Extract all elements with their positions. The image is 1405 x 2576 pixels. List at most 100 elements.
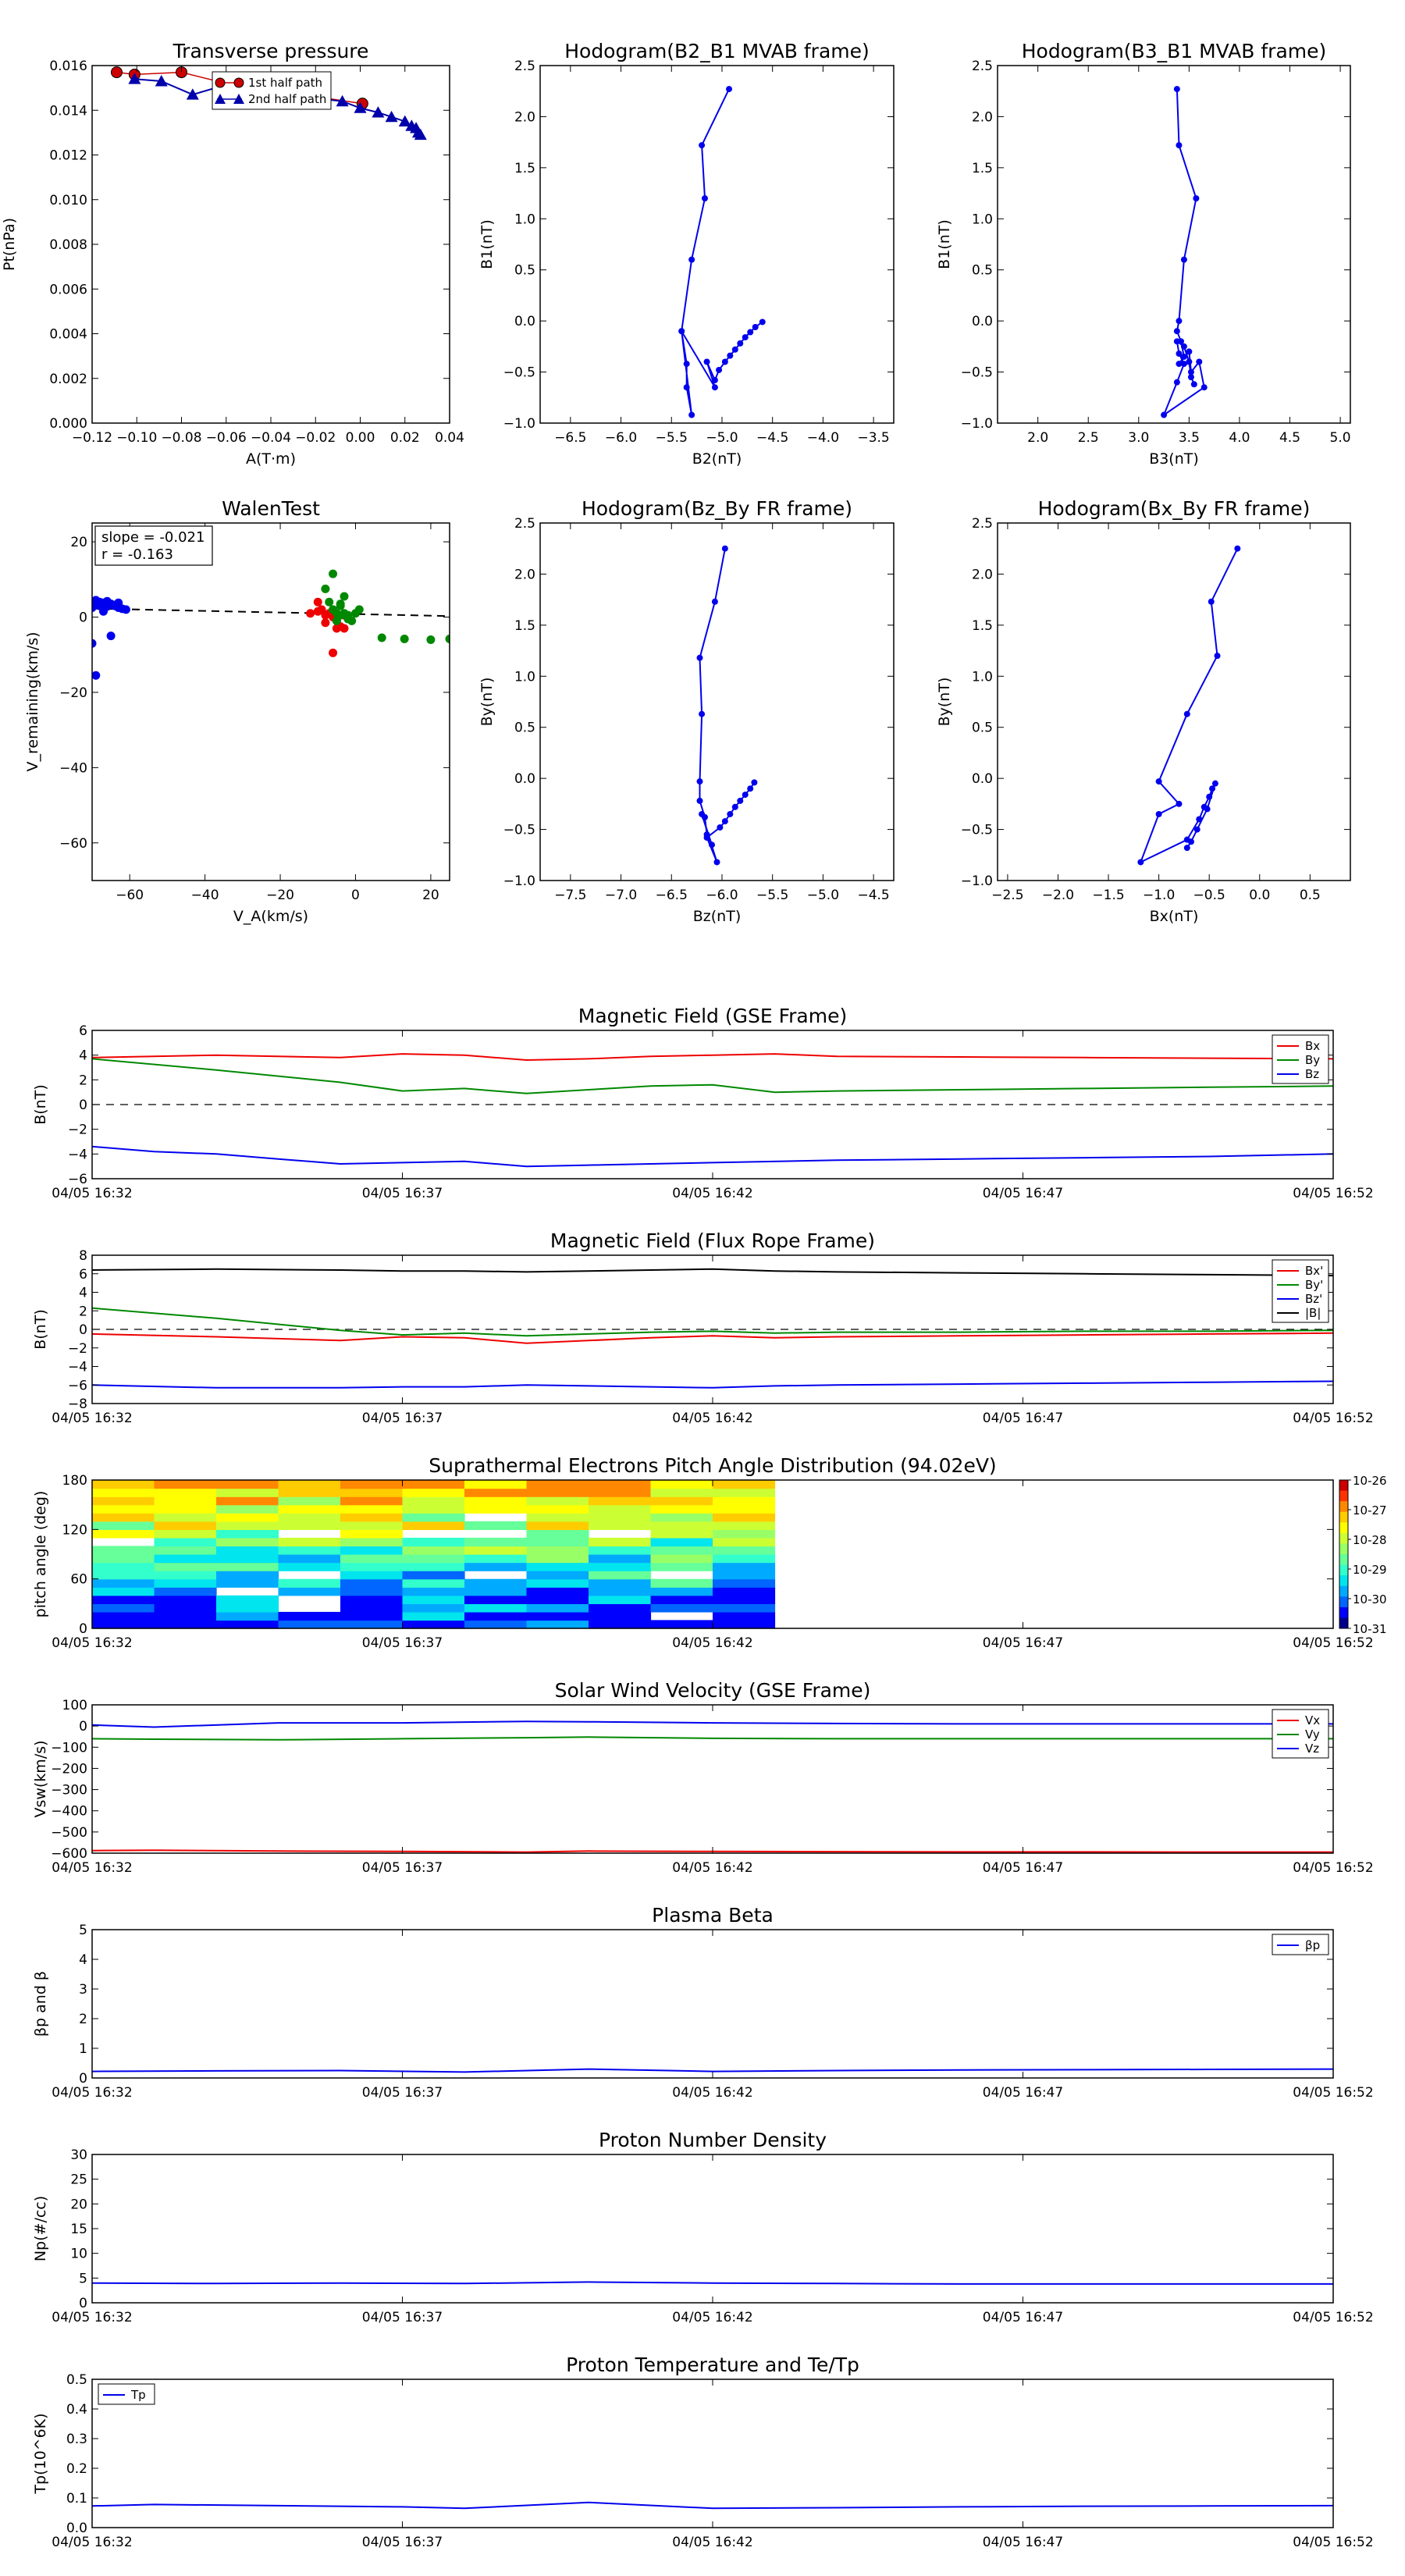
legend-label: |B|	[1305, 1306, 1321, 1320]
plot-frame	[91, 2154, 1334, 2304]
heatmap-cell	[589, 1513, 652, 1522]
plot-frame	[539, 65, 895, 424]
x-tick-label: 20	[422, 888, 439, 903]
heatmap-cell	[650, 1546, 713, 1555]
x-tick-label: 0.0	[1249, 888, 1270, 903]
heatmap-cell	[713, 1620, 776, 1629]
y-axis-label: Tp(10^6K)	[32, 2413, 49, 2494]
heatmap-cell	[713, 1513, 776, 1522]
heatmap-cell	[650, 1554, 713, 1564]
y-tick-label: 0.0	[514, 314, 535, 329]
plot-area	[92, 2281, 1333, 2285]
legend-label: Bx	[1305, 1039, 1320, 1053]
data-point	[717, 824, 724, 831]
data-point	[1180, 256, 1187, 263]
y-tick-label: 3	[79, 1982, 87, 1998]
time-tick-label: 04/05 16:47	[983, 1186, 1063, 1201]
legend-label: βp	[1305, 1938, 1320, 1952]
x-axis-label: B2(nT)	[692, 450, 742, 468]
heatmap-cell	[713, 1571, 776, 1580]
data-point	[1209, 785, 1216, 792]
data-point	[121, 605, 130, 614]
heatmap-cell	[713, 1578, 776, 1588]
heatmap-cell	[713, 1611, 776, 1621]
x-tick-label: 0.00	[346, 430, 375, 446]
data-point	[711, 384, 718, 391]
data-point	[1180, 343, 1187, 350]
y-tick-label: 100	[62, 1698, 87, 1713]
y-tick-label: −1.0	[503, 416, 535, 432]
heatmap-cell	[92, 1578, 155, 1588]
data-point	[731, 346, 738, 353]
heatmap-cell	[154, 1529, 217, 1539]
y-tick-label: 4	[79, 1048, 87, 1064]
time-tick-label: 04/05 16:32	[52, 2085, 132, 2101]
heatmap-cell	[92, 1480, 155, 1489]
heatmap-cell	[278, 1480, 341, 1489]
data-point	[713, 859, 720, 866]
heatmap-cell	[278, 1587, 341, 1596]
y-tick-label: 0.0	[972, 314, 993, 329]
heatmap-cell	[589, 1571, 652, 1580]
x-axis-label: Bz(nT)	[693, 908, 741, 925]
heatmap-cell	[92, 1504, 155, 1514]
heatmap-cell	[216, 1488, 279, 1497]
data-point	[678, 328, 685, 335]
y-tick-label: 0.008	[49, 237, 87, 253]
chart-title: Proton Number Density	[599, 2129, 827, 2151]
x-tick-label: 0.02	[390, 430, 420, 446]
data-point	[1180, 353, 1187, 360]
data-point	[1206, 793, 1213, 800]
heatmap-cell	[589, 1611, 652, 1621]
y-tick-label: 0.0	[514, 771, 535, 787]
data-point	[1200, 384, 1208, 391]
heatmap-cell	[92, 1587, 155, 1596]
time-tick-label: 04/05 16:52	[1293, 2085, 1373, 2101]
heatmap-cell	[526, 1513, 589, 1522]
data-point	[759, 318, 766, 326]
heatmap-cell	[92, 1611, 155, 1621]
heatmap-cell	[526, 1480, 589, 1489]
time-tick-label: 04/05 16:42	[672, 1411, 752, 1426]
chart-title: Proton Temperature and Te/Tp	[566, 2354, 859, 2376]
y-tick-label: −8	[68, 1397, 87, 1412]
plot-area	[678, 86, 766, 418]
chart-title: Solar Wind Velocity (GSE Frame)	[555, 1679, 871, 1702]
legend-box	[212, 71, 332, 110]
data-point	[306, 609, 315, 618]
heatmap-cell	[589, 1546, 652, 1555]
chart-hodo4: Hodogram(Bx_By FR frame) −1.0 −0.5 0.0 0.5 1.…	[936, 497, 1351, 925]
heatmap-cell	[650, 1587, 713, 1596]
data-point	[683, 384, 690, 391]
time-tick-label: 04/05 16:52	[1293, 2535, 1373, 2550]
data-point	[1176, 800, 1183, 807]
data-point	[688, 411, 695, 418]
time-tick-label: 04/05 16:32	[52, 1186, 132, 1201]
y-tick-label: 30	[70, 2147, 87, 2163]
data-point	[321, 618, 330, 628]
legend-label: Vx	[1305, 1713, 1320, 1727]
heatmap-cell	[216, 1571, 279, 1580]
time-tick-label: 04/05 16:32	[52, 1411, 132, 1426]
data-point	[696, 778, 703, 785]
y-axis-label: B1(nT)	[478, 219, 496, 269]
heatmap-cell	[216, 1554, 279, 1564]
y-tick-label: 2.0	[972, 109, 993, 125]
y-tick-label: −6	[68, 1378, 87, 1393]
y-tick-label: 0	[79, 2071, 87, 2087]
series-line	[92, 2281, 1333, 2285]
legend-swatch	[233, 94, 244, 104]
time-tick-label: 04/05 16:52	[1293, 1186, 1373, 1201]
chart-tpr: Proton Temperature and Te/Tp 0.0 0.1 0.2 0.3…	[32, 2354, 1374, 2550]
y-tick-label: 20	[70, 535, 87, 550]
data-point	[742, 792, 749, 799]
annotation-frame	[94, 525, 213, 566]
y-tick-label: 0.1	[66, 2491, 87, 2507]
heatmap-cell	[340, 1537, 404, 1547]
x-tick-label: −3.5	[857, 430, 889, 446]
heatmap-cell	[216, 1578, 279, 1588]
y-tick-label: 5	[79, 2271, 87, 2286]
x-tick-label: −6.0	[605, 430, 637, 446]
data-point	[1155, 810, 1162, 817]
heatmap-cell	[92, 1521, 155, 1530]
